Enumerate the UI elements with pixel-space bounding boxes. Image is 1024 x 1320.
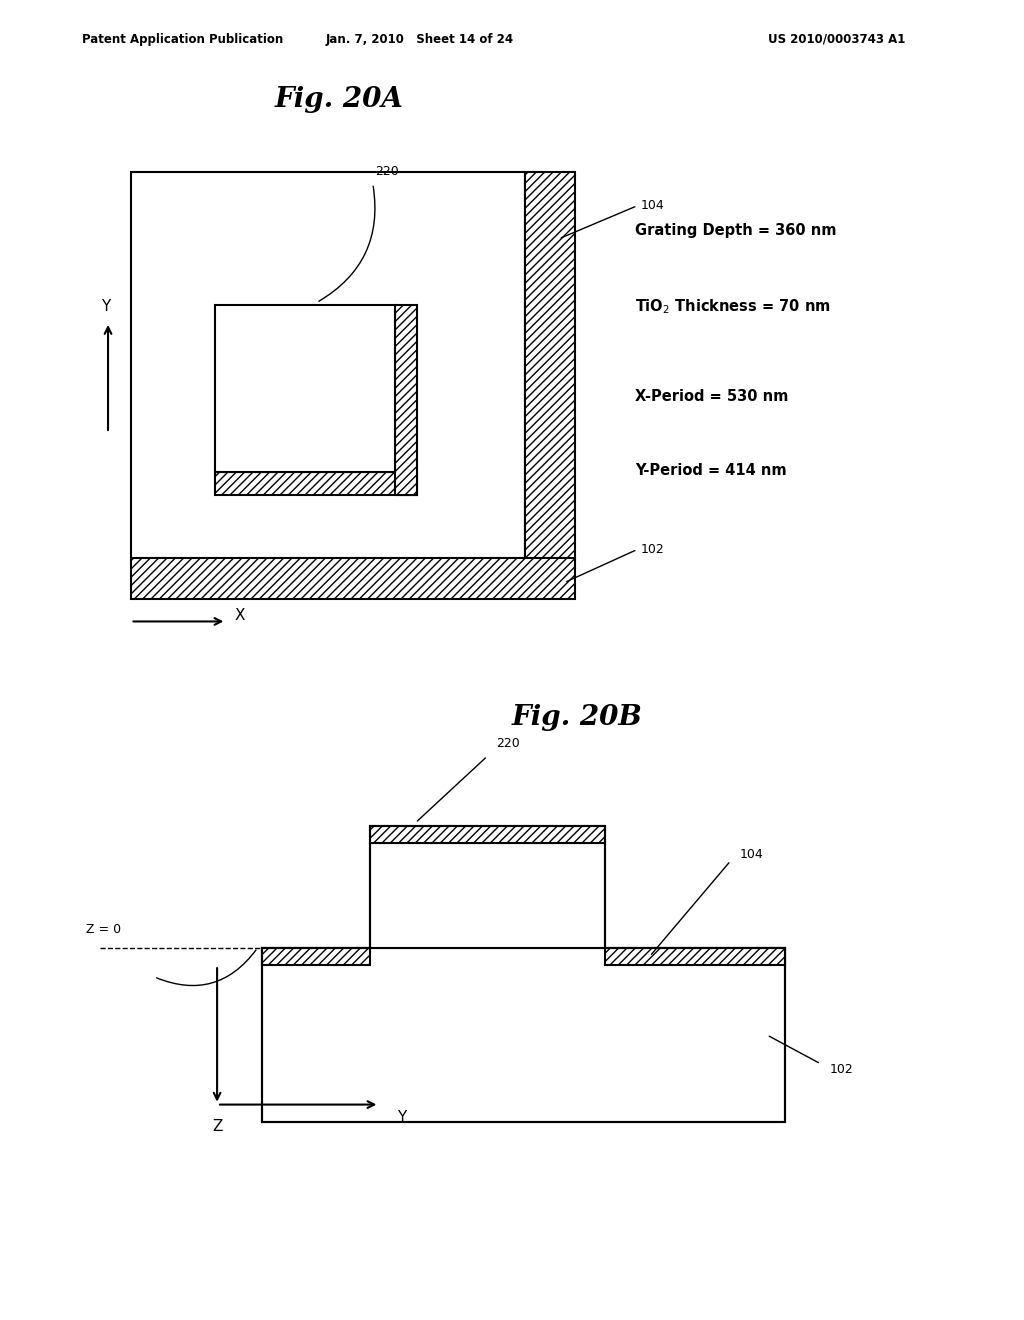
Text: Jan. 7, 2010   Sheet 14 of 24: Jan. 7, 2010 Sheet 14 of 24	[326, 33, 514, 46]
Text: US 2010/0003743 A1: US 2010/0003743 A1	[768, 33, 905, 46]
Bar	[131, 557, 575, 599]
Text: X-Period = 530 nm: X-Period = 530 nm	[635, 389, 788, 404]
Text: 220: 220	[376, 165, 399, 178]
Bar	[131, 173, 525, 561]
Text: Y: Y	[397, 1110, 407, 1126]
Text: 220: 220	[497, 738, 520, 750]
Text: TiO$_2$ Thickness = 70 nm: TiO$_2$ Thickness = 70 nm	[635, 297, 830, 315]
Text: Patent Application Publication: Patent Application Publication	[82, 33, 284, 46]
Bar	[395, 305, 417, 495]
Text: Y-Period = 414 nm: Y-Period = 414 nm	[635, 463, 786, 478]
Bar	[215, 471, 417, 495]
Bar	[371, 843, 604, 948]
Bar	[371, 826, 604, 843]
Bar	[215, 305, 395, 471]
Text: Y: Y	[100, 298, 110, 314]
Bar	[262, 948, 784, 1122]
Text: Grating Depth = 360 nm: Grating Depth = 360 nm	[635, 223, 837, 238]
Text: Fig. 20A: Fig. 20A	[274, 87, 403, 114]
Text: Fig. 20B: Fig. 20B	[512, 704, 643, 731]
Text: 102: 102	[640, 543, 664, 556]
Bar	[604, 948, 784, 965]
Bar	[262, 948, 371, 965]
Text: 102: 102	[829, 1063, 854, 1076]
Text: Z: Z	[212, 1119, 222, 1134]
Text: X: X	[234, 607, 246, 623]
Text: 104: 104	[640, 199, 664, 213]
Text: 104: 104	[739, 849, 764, 862]
Bar	[525, 173, 575, 561]
Text: Z = 0: Z = 0	[86, 923, 122, 936]
